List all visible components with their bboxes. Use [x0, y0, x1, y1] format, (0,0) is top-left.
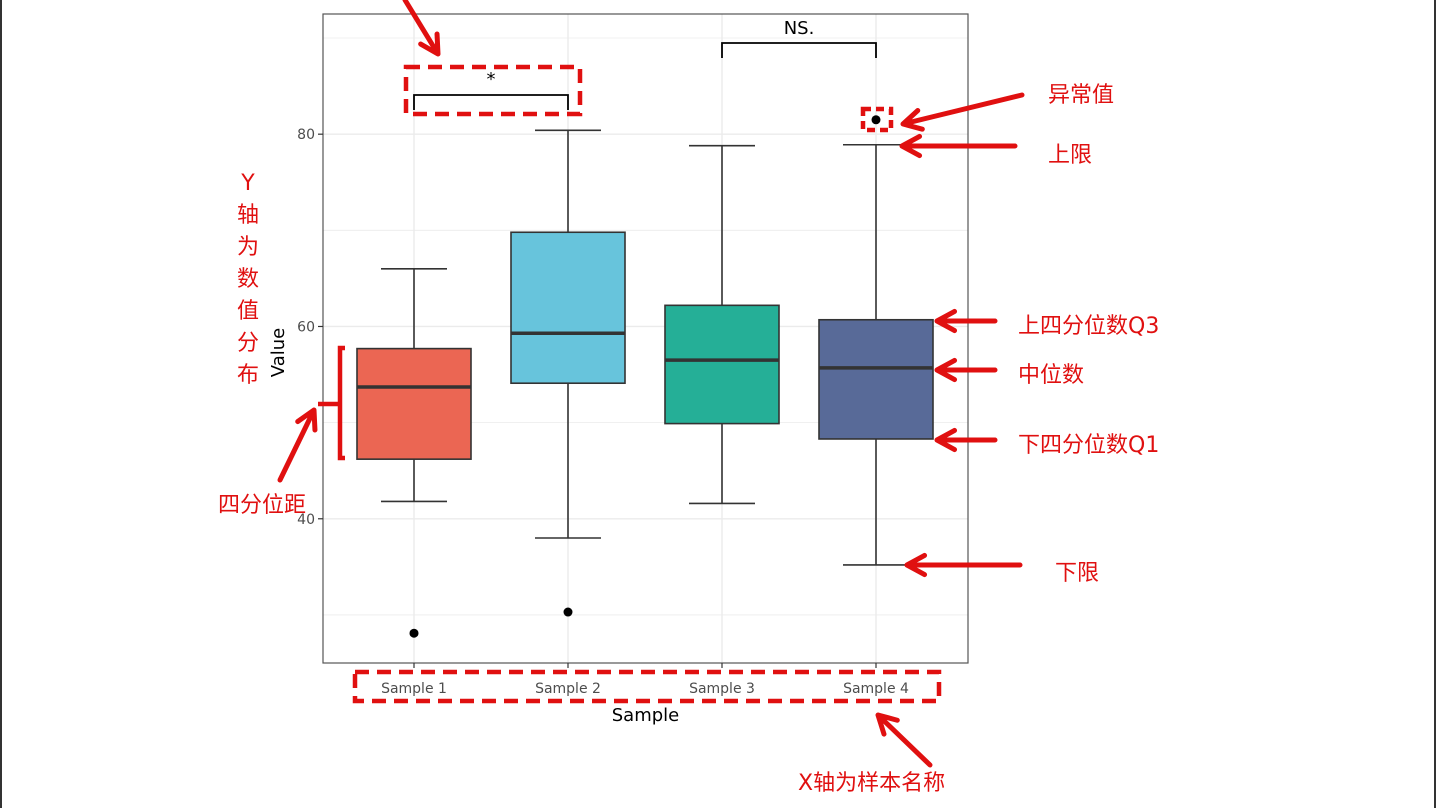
arrow-q3 — [934, 308, 998, 334]
box-iqr — [510, 231, 626, 385]
y-axis-title: Value — [268, 328, 289, 377]
arrow-outlier — [900, 92, 1025, 132]
y-tick-label: 80 — [297, 127, 315, 143]
annotation-box-significance — [403, 64, 583, 117]
x-axis-title: Sample — [612, 705, 680, 726]
annotation-q3: 上四分位数Q3 — [1018, 314, 1159, 339]
annotation-y-axis-char: 为 — [237, 235, 259, 260]
box-iqr — [818, 318, 934, 440]
x-tick-label: Sample 1 — [381, 681, 447, 697]
annotation-y-axis-char: 轴 — [237, 203, 259, 228]
significance-bracket — [721, 42, 877, 58]
annotation-outlier: 异常值 — [1048, 83, 1114, 108]
annotation-y-axis-char: 数 — [237, 267, 259, 292]
outlier-point — [409, 628, 419, 638]
x-tick-label: Sample 3 — [689, 681, 755, 697]
box-1 — [356, 267, 472, 638]
box-3 — [664, 144, 780, 505]
annotation-y-axis-char: 布 — [237, 363, 259, 388]
arrow-iqr — [277, 407, 318, 483]
annotation-median: 中位数 — [1018, 363, 1084, 388]
iqr-bracket — [318, 345, 345, 461]
arrow-median — [934, 357, 998, 383]
annotation-q1: 下四分位数Q1 — [1018, 433, 1159, 458]
annotation-iqr: 四分位距 — [218, 493, 306, 518]
annotation-box-outlier — [860, 106, 894, 133]
box-iqr — [356, 347, 472, 460]
significance-label: * — [487, 69, 496, 90]
outlier-point — [563, 607, 573, 617]
annotation-box-x-axis — [352, 669, 942, 704]
y-tick-label: 60 — [297, 319, 315, 335]
arrow-x-axis — [875, 712, 933, 768]
box-iqr — [664, 304, 780, 425]
annotation-y-axis-char: 值 — [237, 299, 259, 324]
annotation-upper-limit: 上限 — [1048, 143, 1092, 168]
box-4 — [818, 115, 934, 566]
y-tick-label: 40 — [297, 512, 315, 528]
x-tick-label: Sample 4 — [843, 681, 909, 697]
significance-bracket — [413, 94, 569, 110]
outlier-point — [871, 115, 881, 125]
x-tick-label: Sample 2 — [535, 681, 601, 697]
annotation-x-axis: X轴为样本名称 — [798, 771, 945, 796]
arrow-lower-limit — [904, 552, 1023, 578]
significance-label: NS. — [784, 18, 815, 39]
panel-border — [322, 13, 969, 664]
arrow-q1 — [934, 427, 998, 453]
box-2 — [510, 129, 626, 617]
arrow-significance — [402, 0, 441, 57]
arrow-upper-limit — [899, 133, 1018, 159]
annotation-lower-limit: 下限 — [1055, 561, 1099, 586]
annotation-y-axis-char: Y — [240, 171, 255, 196]
annotation-y-axis-char: 分 — [237, 331, 259, 356]
